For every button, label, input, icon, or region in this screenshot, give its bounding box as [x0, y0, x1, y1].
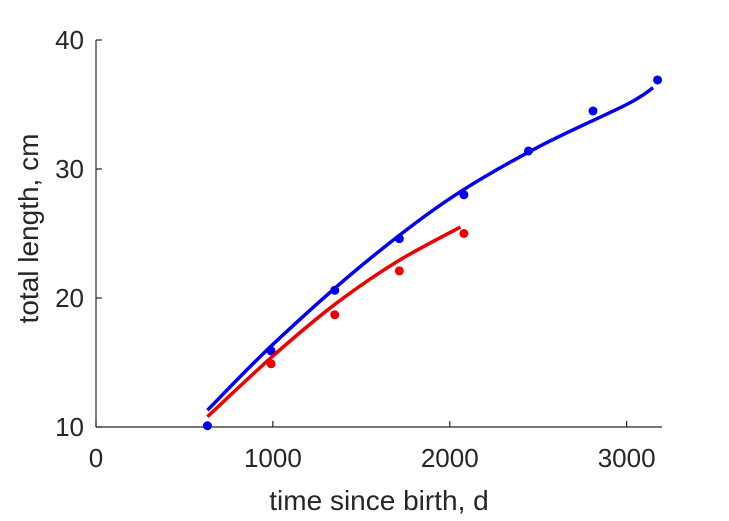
data-point	[330, 310, 340, 320]
y-tick-label: 40	[55, 25, 84, 55]
x-tick-label: 1000	[244, 443, 302, 473]
data-point	[459, 229, 469, 238]
x-tick-label: 3000	[598, 443, 656, 473]
fit-line	[206, 86, 655, 412]
data-point	[330, 285, 340, 295]
fit-line	[206, 225, 462, 418]
y-axis-label: total length, cm	[13, 134, 44, 324]
data-point	[394, 234, 404, 244]
x-tick-label: 0	[89, 443, 103, 473]
series-0	[202, 75, 663, 431]
data-point	[394, 266, 404, 276]
data-point	[202, 421, 212, 431]
y-tick-label: 30	[55, 154, 84, 184]
data-point	[523, 146, 533, 156]
y-tick-label: 20	[55, 283, 84, 313]
x-ticks: 0 1000 2000 3000	[89, 421, 656, 473]
data-point	[459, 190, 469, 200]
data-point	[266, 346, 276, 356]
x-tick-label: 2000	[421, 443, 479, 473]
y-tick-label: 10	[55, 412, 84, 442]
series-1	[206, 225, 469, 418]
series-layer	[202, 75, 663, 431]
y-ticks: 10 20 30 40	[55, 25, 102, 442]
data-point	[266, 359, 276, 369]
data-point	[653, 75, 663, 85]
axes: 0 1000 2000 3000 10 20 30 40	[55, 25, 662, 473]
x-axis-label: time since birth, d	[269, 485, 488, 516]
data-point	[588, 106, 598, 116]
